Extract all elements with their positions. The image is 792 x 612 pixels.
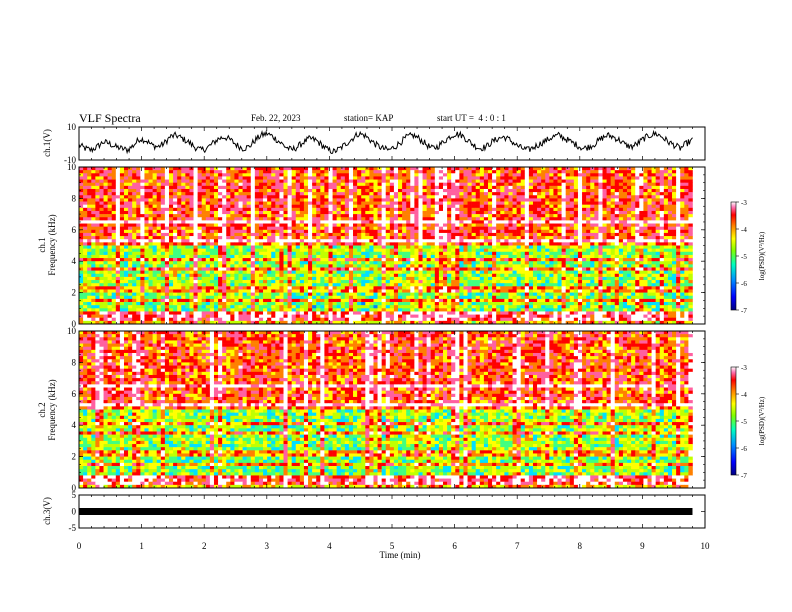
y-tick-label: 4 (72, 420, 77, 430)
colorbar-tick-label: -4 (741, 226, 747, 234)
x-tick-label: 10 (701, 541, 711, 551)
y-tick-label: 8 (72, 357, 77, 367)
colorbar-tick-label: -6 (741, 445, 747, 453)
x-tick-label: 1 (139, 541, 144, 551)
colorbar-tick-label: -7 (741, 472, 747, 480)
colorbar-tick-label: -6 (741, 280, 747, 288)
x-tick-label: 2 (202, 541, 207, 551)
y-tick-label: 10 (67, 326, 77, 336)
y-axis-label: ch.3(V) (42, 497, 52, 525)
y-tick-label: 10 (67, 162, 77, 172)
start-time-label: start UT = 4 : 0 : 1 (437, 113, 506, 123)
x-tick-label: 8 (578, 541, 583, 551)
colorbar-tick-label: -3 (741, 199, 747, 207)
panel-frame-ch1-wave (78, 126, 706, 161)
y-tick-label: 6 (72, 389, 77, 399)
y-tick-label: 2 (72, 452, 77, 462)
y-axis-label: Frequency (kHz) (47, 379, 57, 440)
colorbar-tick-label: -7 (741, 307, 747, 315)
y-tick-label: 5 (72, 490, 77, 500)
y-tick-label: 2 (72, 288, 77, 298)
x-tick-label: 0 (77, 541, 82, 551)
y-tick-label: 8 (72, 193, 77, 203)
y-tick-label: -5 (69, 523, 77, 533)
colorbar-ch1 (730, 201, 737, 311)
y-tick-label: 0 (72, 507, 77, 517)
x-tick-label: 9 (640, 541, 645, 551)
y-tick-label: 4 (72, 256, 77, 266)
x-tick-label: 6 (452, 541, 457, 551)
x-tick-label: 5 (390, 541, 395, 551)
waveform-ch1-line (78, 129, 693, 155)
y-axis-label: ch.2 (37, 402, 47, 417)
colorbar-label: log(PSD)(V²/Hz) (758, 231, 766, 280)
waveform-ch3-trace (79, 508, 693, 515)
y-axis-label: ch.1 (37, 237, 47, 252)
colorbar-tick-label: -5 (741, 418, 747, 426)
x-tick-label: 7 (515, 541, 520, 551)
y-tick-label: 10 (67, 122, 77, 132)
x-tick-label: 4 (327, 541, 332, 551)
spectrogram-ch2 (79, 331, 693, 489)
chart-title: VLF Spectra (79, 111, 141, 125)
station-label: station= KAP (344, 113, 394, 123)
date-label: Feb. 22, 2023 (251, 113, 301, 123)
waveform-ch3-line (79, 508, 693, 515)
colorbar-tick-label: -3 (741, 364, 747, 372)
y-axis-label: ch.1(V) (42, 129, 52, 157)
y-tick-label: 0 (72, 483, 77, 493)
y-axis-label: Frequency (kHz) (47, 214, 57, 275)
y-tick-label: -10 (64, 155, 76, 165)
y-tick-label: 0 (72, 319, 77, 329)
y-tick-label: 6 (72, 225, 77, 235)
colorbar-tick-label: -4 (741, 391, 747, 399)
x-tick-label: 3 (265, 541, 270, 551)
x-axis-label: Time (min) (380, 550, 421, 560)
colorbar-tick-label: -5 (741, 253, 747, 261)
colorbar-label: log(PSD)(V²/Hz) (758, 396, 766, 445)
spectrogram-ch1 (79, 167, 693, 325)
colorbar-ch2 (730, 366, 737, 476)
